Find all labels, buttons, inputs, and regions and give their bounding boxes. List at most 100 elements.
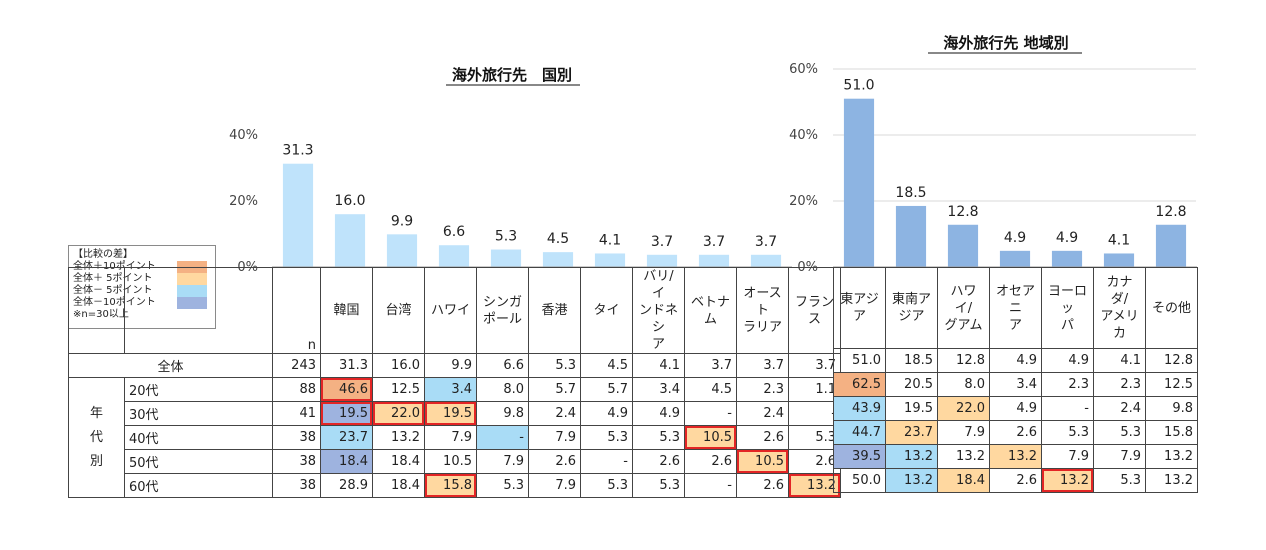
table-cell: -: [684, 401, 737, 426]
country-header-5: 香港: [528, 267, 581, 354]
table-cell: 5.7: [580, 377, 633, 402]
table-cell: 10.5: [736, 449, 789, 474]
table-cell: 16.0: [372, 353, 425, 378]
table-cell: 2.6: [989, 420, 1042, 445]
country-header-1: 韓国: [320, 267, 373, 354]
age-group-label: 年代別: [68, 377, 125, 498]
data-label-6: 4.1: [1108, 232, 1130, 248]
table-cell: 15.8: [424, 473, 477, 498]
table-cell: 2.6: [736, 425, 789, 450]
table-cell: 22.0: [937, 396, 990, 421]
table-cell: 2.6: [528, 449, 581, 474]
table-cell: 20.5: [885, 372, 938, 397]
region-header-4: オセアニア: [989, 267, 1042, 349]
country-table: n 韓国 台湾 ハワイ シンガ ポール 香港 タイ バリ/イ ンドネシアベトナム オースト ラリア フラ…: [68, 267, 841, 498]
table-cell: 2.6: [684, 449, 737, 474]
y-tick-label: 20%: [229, 194, 258, 209]
bar-6: [542, 252, 574, 267]
table-cell: 50.0: [833, 468, 886, 493]
data-label-4: 4.9: [1004, 230, 1026, 246]
table-cell: 18.4: [937, 468, 990, 493]
table-cell: 28.9: [320, 473, 373, 498]
table-cell: 22.0: [372, 401, 425, 426]
bar-1: [843, 98, 875, 267]
header-spacer: [124, 267, 273, 354]
table-cell: 3.4: [989, 372, 1042, 397]
table-cell: 5.3: [528, 353, 581, 378]
table-cell: 3.4: [632, 377, 685, 402]
table-cell: 2.3: [1041, 372, 1094, 397]
bar-5: [490, 249, 522, 267]
table-cell: 12.5: [1145, 372, 1198, 397]
table-cell: 12.8: [1145, 348, 1198, 373]
table-cell: 5.3: [476, 473, 529, 498]
table-cell: 18.4: [372, 449, 425, 474]
n-value: 243: [272, 353, 321, 378]
table-cell: 3.7: [736, 353, 789, 378]
table-cell: 19.5: [885, 396, 938, 421]
data-label-6: 4.5: [547, 231, 569, 247]
y-tick-label: 40%: [789, 128, 818, 143]
region-header-6: カナダ/アメリカ: [1093, 267, 1146, 349]
table-cell: 13.2: [1041, 468, 1094, 493]
bar-2: [895, 205, 927, 267]
table-cell: 3.4: [424, 377, 477, 402]
legend-item-plus10: 全体＋10ポイント: [73, 261, 156, 272]
table-cell: 13.2: [937, 444, 990, 469]
table-cell: 5.7: [528, 377, 581, 402]
data-label-4: 6.6: [443, 224, 465, 240]
bar-2: [334, 214, 366, 267]
table-cell: 4.5: [580, 353, 633, 378]
table-cell: 31.3: [320, 353, 373, 378]
table-cell: 23.7: [885, 420, 938, 445]
y-tick-label: 20%: [789, 194, 818, 209]
table-cell: 4.9: [1041, 348, 1094, 373]
table-cell: 2.6: [788, 449, 841, 474]
bar-7: [594, 253, 626, 267]
table-cell: 10.5: [684, 425, 737, 450]
data-label-3: 12.8: [947, 204, 978, 220]
region-header-3: ハワイ/グアム: [937, 267, 990, 349]
table-cell: 13.2: [989, 444, 1042, 469]
table-cell: 4.9: [989, 348, 1042, 373]
table-cell: 7.9: [528, 473, 581, 498]
table-cell: 8.0: [937, 372, 990, 397]
table-cell: 44.7: [833, 420, 886, 445]
n-value: 38: [272, 473, 321, 498]
table-cell: 6.6: [476, 353, 529, 378]
table-cell: 7.9: [476, 449, 529, 474]
table-cell: 9.8: [1145, 396, 1198, 421]
bar-9: [698, 254, 730, 267]
table-cell: 2.4: [736, 401, 789, 426]
bar-6: [1103, 253, 1135, 267]
data-label-1: 31.3: [282, 143, 313, 159]
table-cell: 7.9: [528, 425, 581, 450]
region-header-5: ヨーロッパ: [1041, 267, 1094, 349]
table-cell: 18.5: [885, 348, 938, 373]
country-header-9: オースト ラリア: [736, 267, 789, 354]
table-cell: 2.3: [1093, 372, 1146, 397]
region-table: 東アジア 東南ア ジア ハワイ/グアム オセアニアヨーロッパカナダ/アメリカ その他 51.…: [833, 267, 1198, 493]
table-cell: 9.9: [424, 353, 477, 378]
data-label-10: 3.7: [755, 234, 777, 250]
row-label-total: 全体: [68, 353, 273, 378]
table-cell: 2.4: [1093, 396, 1146, 421]
table-cell: 15.8: [1145, 420, 1198, 445]
table-cell: 4.1: [1093, 348, 1146, 373]
n-value: 41: [272, 401, 321, 426]
table-cell: 10.5: [424, 449, 477, 474]
header-spacer: [68, 267, 125, 354]
n-value: 38: [272, 449, 321, 474]
table-cell: 5.3: [580, 425, 633, 450]
table-cell: 2.6: [736, 473, 789, 498]
table-cell: -: [476, 425, 529, 450]
row-label-40代: 40代: [124, 425, 273, 450]
country-header-10: フランス: [788, 267, 841, 354]
data-label-5: 5.3: [495, 229, 517, 245]
table-cell: 13.2: [372, 425, 425, 450]
bar-3: [947, 224, 979, 267]
country-header-2: 台湾: [372, 267, 425, 354]
table-cell: 5.3: [632, 425, 685, 450]
